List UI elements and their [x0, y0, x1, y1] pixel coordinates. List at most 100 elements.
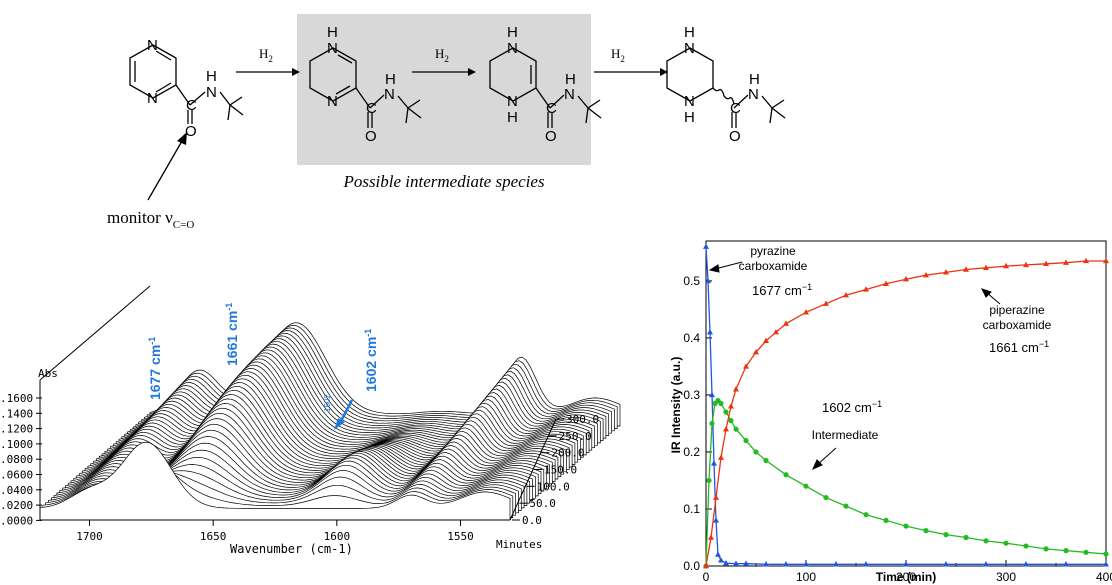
data-point	[733, 386, 739, 392]
atom-c: C	[186, 97, 197, 114]
waterfall-ticks: .1600 .1400 .1200 .1000 .0800 .0600 .0400 .0200…	[0, 392, 599, 543]
wavenumber-tick-label: 1650	[200, 530, 227, 543]
data-point	[833, 561, 839, 567]
data-point	[803, 561, 809, 567]
atom-c: C	[366, 100, 377, 117]
data-point	[903, 561, 909, 567]
arrow-intermediate-head	[812, 459, 823, 470]
wavenumber-tick-label: 1600	[324, 530, 351, 543]
data-point	[1063, 259, 1069, 265]
x-tick-label: 0	[703, 570, 710, 584]
data-point	[773, 329, 779, 335]
data-point	[983, 538, 989, 544]
data-point	[1043, 260, 1049, 267]
kinetics-ticks: 0 100 200 300 400 0.0 0.1 0.2 0.3 0.4 0.5	[683, 274, 1112, 584]
peak-label-sup: -1	[147, 337, 157, 345]
monitor-label: monitor νC=O	[107, 208, 194, 231]
data-point	[1023, 261, 1029, 268]
annotation-wavenumber: 1677 cm−1	[752, 282, 812, 298]
data-point	[718, 454, 724, 460]
spectrum-trace	[39, 441, 511, 521]
data-point	[718, 400, 724, 407]
data-point	[883, 280, 889, 286]
data-point	[707, 329, 713, 335]
data-point	[963, 266, 969, 272]
arrow-label-subscript: 2	[620, 54, 625, 64]
arrow-intermediate	[816, 447, 837, 466]
abs-tick-label: .1200	[0, 423, 33, 436]
series-2	[703, 257, 1109, 569]
y-tick-label: 0.5	[683, 274, 700, 288]
atom-h: H	[507, 24, 518, 41]
series-line	[705, 246, 1106, 565]
abs-tick-label: .1000	[0, 438, 33, 451]
data-point	[823, 300, 829, 306]
minutes-tick-label: 100.0	[537, 480, 570, 493]
atom-n: N	[684, 40, 695, 57]
data-point	[943, 561, 949, 567]
atom-n: N	[206, 84, 217, 101]
data-point	[713, 494, 719, 500]
abs-tick-label: .1400	[0, 407, 33, 420]
data-point	[943, 532, 949, 538]
data-point	[1023, 543, 1029, 549]
monitor-pointer	[147, 140, 183, 201]
series-line	[705, 399, 1107, 567]
y-tick-label: 0.3	[683, 388, 700, 402]
data-point	[1083, 257, 1089, 264]
peak-pointer-head	[334, 418, 345, 430]
abs-label: Abs	[38, 367, 58, 380]
data-point	[703, 562, 709, 569]
minutes-tick-label: 300.0	[566, 413, 599, 426]
peak-label-1661: 1661 cm-1	[224, 303, 240, 366]
data-point	[803, 483, 809, 489]
data-point	[783, 472, 789, 478]
annotation-intermediate: 1602 cm−1 Intermediate	[812, 399, 882, 442]
data-point	[706, 477, 712, 484]
annotation-arrows	[708, 261, 1001, 470]
x-tick-label: 100	[796, 570, 816, 584]
data-point	[763, 561, 769, 567]
data-point	[709, 420, 715, 427]
annotation-line: carboxamide	[983, 318, 1052, 332]
annotation-sup: −1	[1039, 339, 1049, 349]
atom-n: N	[327, 40, 338, 57]
molecule-intermediate-1	[309, 47, 422, 128]
peak-small-label: 1602	[323, 394, 332, 412]
y-tick-label: 0.2	[683, 445, 700, 459]
y-axis-label: IR Intensity (a.u.)	[669, 357, 683, 454]
data-point	[963, 534, 969, 541]
abs-tick-label: .0600	[0, 469, 33, 482]
intermediate-box	[297, 14, 591, 165]
series-1	[703, 398, 1109, 569]
data-point	[1103, 561, 1109, 567]
annotation-sup: −1	[802, 282, 812, 292]
data-point	[743, 363, 749, 369]
data-point	[843, 503, 849, 509]
atom-n: N	[507, 40, 518, 57]
annotation-wavenumber: 1602 cm−1	[822, 399, 882, 415]
data-point	[1103, 551, 1109, 557]
y-tick-label: 0.4	[683, 331, 700, 345]
data-point	[733, 426, 739, 432]
atom-n: N	[327, 93, 338, 110]
molecule-intermediate-2	[489, 47, 602, 128]
arrow-label-subscript: 2	[268, 54, 273, 64]
atom-c: C	[546, 100, 557, 117]
data-point	[753, 348, 759, 355]
abs-tick-label: .0000	[0, 514, 33, 527]
annotation-line: Intermediate	[812, 428, 879, 442]
kinetics-series	[703, 243, 1109, 569]
data-point	[863, 286, 869, 292]
kinetics-chart: 0 100 200 300 400 0.0 0.1 0.2 0.3 0.4 0.5 IR Inten…	[669, 240, 1112, 584]
atom-n: N	[147, 37, 158, 54]
data-point	[703, 243, 709, 249]
data-point	[1023, 561, 1029, 567]
data-point	[783, 561, 789, 567]
annotation-sup: −1	[872, 399, 882, 409]
waterfall-plot: .1600 .1400 .1200 .1000 .0800 .0600 .0400 .0200…	[0, 285, 621, 556]
arrow-label-2: H2	[435, 46, 449, 64]
data-point	[863, 512, 869, 518]
data-point	[1083, 549, 1089, 555]
